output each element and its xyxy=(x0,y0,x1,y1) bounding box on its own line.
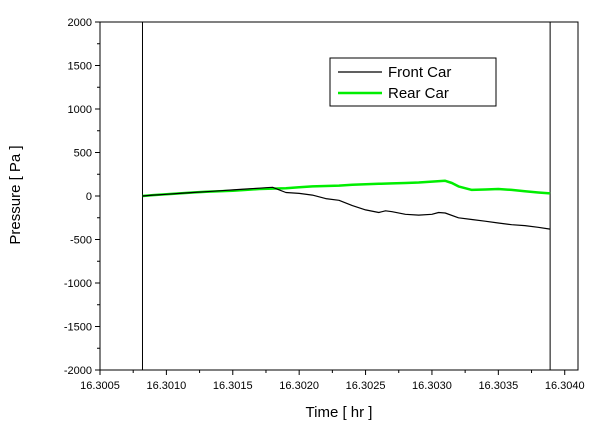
y-tick-label: 500 xyxy=(74,148,92,160)
y-axis: 2000 1500 1000 500 0 -500 -1000 -1500 -2000 xyxy=(64,17,100,377)
y-tick-label: -1500 xyxy=(64,322,92,334)
y-tick-label: 0 xyxy=(86,191,92,203)
series-layer xyxy=(142,179,551,230)
x-tick-label: 16.3040 xyxy=(545,380,585,392)
vertical-marker-lines xyxy=(141,22,551,370)
x-axis: 16.3005 16.3010 16.3015 16.3020 16.3025 16.30… xyxy=(80,370,585,392)
y-tick-label: 2000 xyxy=(68,17,92,29)
y-tick-label: -2000 xyxy=(64,365,92,377)
x-axis-title: Time [ hr ] xyxy=(306,404,373,421)
x-tick-label: 16.3005 xyxy=(80,380,120,392)
series-line-front-car xyxy=(142,186,551,230)
x-tick-label: 16.3020 xyxy=(279,380,319,392)
y-tick-label: -1000 xyxy=(64,278,92,290)
y-tick-label: -500 xyxy=(70,235,92,247)
legend: Front Car Rear Car xyxy=(329,57,497,107)
y-tick-label: 1500 xyxy=(68,61,92,73)
x-tick-label: 16.3025 xyxy=(346,380,386,392)
x-tick-label: 16.3010 xyxy=(147,380,187,392)
legend-label: Front Car xyxy=(388,64,451,81)
x-tick-label: 16.3035 xyxy=(478,380,518,392)
x-tick-label: 16.3015 xyxy=(213,380,253,392)
y-axis-title: Pressure [ Pa ] xyxy=(7,145,24,244)
legend-box xyxy=(329,57,497,107)
x-tick-label: 16.3030 xyxy=(412,380,452,392)
legend-label: Rear Car xyxy=(388,85,449,102)
series-line-rear-car xyxy=(142,179,551,198)
y-tick-label: 1000 xyxy=(68,104,92,116)
